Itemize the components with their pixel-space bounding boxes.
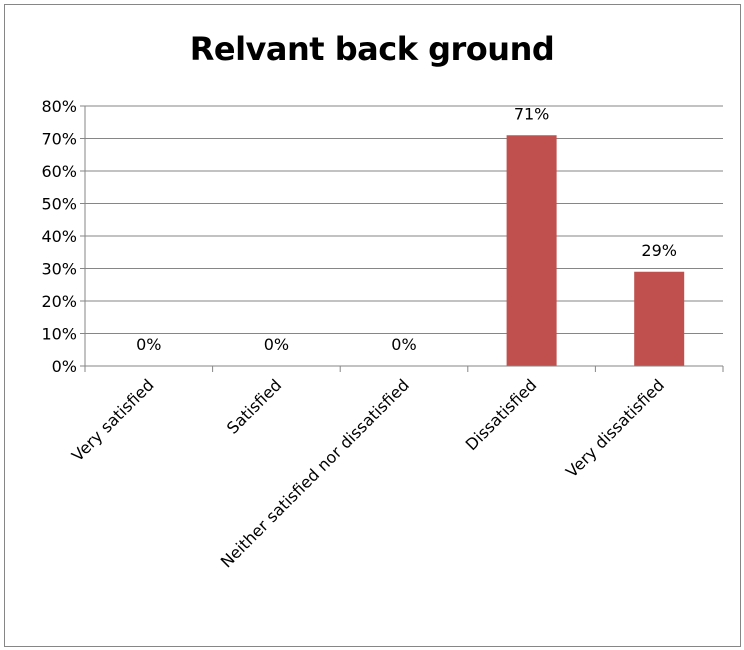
chart-frame <box>4 4 741 647</box>
y-tick-label: 20% <box>41 292 77 311</box>
data-label: 29% <box>641 241 677 260</box>
y-tick-label: 60% <box>41 162 77 181</box>
y-tick-label: 80% <box>41 97 77 116</box>
data-label: 0% <box>136 335 161 354</box>
x-category-label: Satisfied <box>223 375 285 437</box>
bars <box>506 135 685 366</box>
x-category-label: Very satisfied <box>68 375 158 465</box>
data-label: 71% <box>514 104 550 123</box>
y-tick-label: 40% <box>41 227 77 246</box>
axes <box>80 105 724 372</box>
labels: 0%10%20%30%40%50%60%70%80%0%Very satisfi… <box>41 97 677 572</box>
data-label: 0% <box>264 335 289 354</box>
gridlines <box>85 105 723 334</box>
bar <box>506 135 557 366</box>
chart-title: Relvant back ground <box>189 30 555 68</box>
data-label: 0% <box>391 335 416 354</box>
x-category-label: Dissatisfied <box>462 375 541 454</box>
y-tick-label: 10% <box>41 325 77 344</box>
y-tick-label: 0% <box>52 357 77 376</box>
y-tick-label: 30% <box>41 260 77 279</box>
y-tick-label: 70% <box>41 130 77 149</box>
bar <box>634 271 685 366</box>
x-category-label: Very dissatisfied <box>562 375 668 481</box>
y-tick-label: 50% <box>41 195 77 214</box>
